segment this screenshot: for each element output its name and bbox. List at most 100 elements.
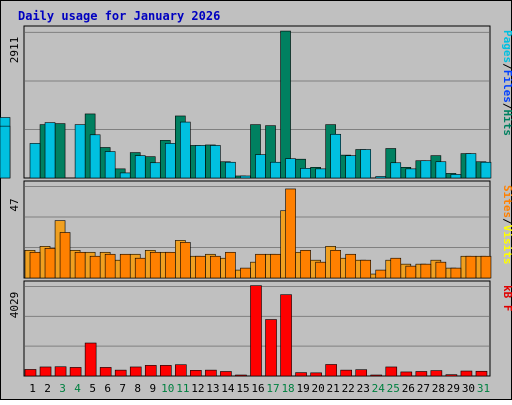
- bar-sites-day-31: [480, 255, 492, 279]
- bar-kb-f-day-16: [250, 285, 262, 377]
- legend-entry: kB F: [501, 285, 512, 312]
- bar-kb-f-day-15: [235, 374, 247, 377]
- bar-pages-day-4: [0, 125, 11, 179]
- bar-files-day-7: [119, 172, 131, 179]
- bar-files-day-11: [180, 121, 191, 179]
- bar-kb-f-day-28: [430, 370, 443, 377]
- bar-kb-f-day-7: [114, 369, 127, 377]
- day-label-3: 3: [59, 382, 66, 395]
- bar-sites-day-4: [74, 251, 86, 279]
- bar-files-day-10: [164, 143, 176, 179]
- bar-files-day-9: [149, 162, 161, 179]
- legend-entry: Sites: [501, 185, 512, 218]
- bar-kb-f-day-5: [84, 342, 97, 377]
- bar-kb-f-day-14: [220, 371, 232, 377]
- bar-files-day-12: [195, 145, 206, 179]
- bar-sites-day-23: [360, 259, 372, 279]
- bar-files-day-21: [330, 133, 341, 179]
- bar-kb-f-day-20: [310, 372, 322, 377]
- bar-sites-day-19: [300, 249, 311, 279]
- day-label-14: 14: [221, 382, 235, 395]
- day-label-23: 23: [357, 382, 370, 395]
- day-label-17: 17: [266, 382, 279, 395]
- bar-kb-f-day-8: [129, 366, 142, 377]
- day-label-13: 13: [206, 382, 219, 395]
- bar-sites-day-22: [345, 253, 356, 279]
- day-label-4: 4: [74, 382, 81, 395]
- day-label-29: 29: [447, 382, 460, 395]
- bar-files-day-28: [435, 161, 447, 179]
- bar-files-day-1: [29, 143, 41, 179]
- bar-kb-f-day-19: [295, 372, 307, 377]
- bar-sites-day-1: [29, 251, 41, 279]
- bar-files-day-30: [465, 153, 477, 179]
- bar-sites-day-13: [210, 255, 221, 279]
- legend-entry: /: [501, 218, 512, 225]
- bar-kb-f-day-9: [144, 365, 157, 377]
- bar-files-day-16: [255, 154, 266, 179]
- bar-files-day-31: [480, 161, 492, 179]
- bar-hits-day-3: [54, 123, 66, 179]
- day-label-27: 27: [417, 382, 430, 395]
- day-label-30: 30: [462, 382, 475, 395]
- day-label-15: 15: [236, 382, 249, 395]
- day-labels: 1 2 3 4 5 6 7 8 9 10 11 12 13 14 15 16 17 18 19 20 21 22 23 24 2…: [29, 382, 490, 395]
- panel-visits-sites: 47 Sites/Visits: [8, 180, 512, 279]
- bar-files-day-23: [360, 149, 372, 179]
- bar-files-day-2: [44, 122, 56, 179]
- day-label-9: 9: [149, 382, 156, 395]
- bar-sites-day-28: [435, 261, 447, 279]
- day-label-25: 25: [387, 382, 400, 395]
- day-label-31: 31: [477, 382, 490, 395]
- bar-kb-f-day-22: [340, 369, 352, 377]
- bar-kb-f-day-18: [280, 294, 292, 377]
- bar-files-day-18: [285, 158, 296, 179]
- bar-sites-day-3: [59, 232, 71, 279]
- bar-files-day-6: [104, 151, 116, 179]
- day-label-20: 20: [312, 382, 325, 395]
- legend-entry: Files: [501, 70, 512, 103]
- day-label-6: 6: [104, 382, 111, 395]
- bar-files-day-27: [420, 160, 432, 179]
- bar-sites-day-5: [89, 255, 101, 279]
- day-label-10: 10: [161, 382, 174, 395]
- bar-kb-f-day-21: [325, 364, 337, 377]
- bar-sites-day-8: [134, 257, 146, 279]
- legend-entry: /: [501, 63, 512, 70]
- bar-kb-f-day-17: [265, 319, 277, 377]
- bar-sites-day-27: [420, 263, 432, 279]
- bar-sites-day-16: [255, 253, 266, 279]
- bar-files-day-20: [315, 168, 326, 179]
- bar-kb-f-day-25: [385, 366, 398, 377]
- axis-max-label-hits-files-pages: 2911: [8, 37, 21, 64]
- bar-files-day-29: [450, 174, 462, 179]
- bar-kb-f-day-6: [99, 367, 112, 377]
- day-label-7: 7: [119, 382, 126, 395]
- axis-max-label-kbytes: 4029: [8, 292, 21, 319]
- day-label-16: 16: [251, 382, 264, 395]
- bar-sites-day-7: [119, 253, 131, 279]
- bar-files-day-22: [345, 155, 356, 179]
- day-label-28: 28: [432, 382, 445, 395]
- bar-sites-day-24: [375, 269, 387, 279]
- bar-sites-day-17: [270, 253, 281, 279]
- bar-kb-f-day-27: [415, 371, 428, 377]
- bar-hits-day-18: [280, 30, 291, 179]
- bar-files-day-5: [89, 134, 101, 179]
- bar-files-day-15: [240, 175, 251, 179]
- bar-files-day-4: [74, 124, 86, 179]
- bar-kb-f-day-1: [24, 369, 37, 377]
- bar-sites-day-18: [285, 188, 296, 279]
- legend-visits-sites: Sites/Visits: [501, 185, 512, 265]
- bar-sites-day-30: [465, 255, 477, 279]
- bar-sites-day-10: [164, 251, 176, 279]
- bar-sites-day-6: [104, 253, 116, 279]
- bar-sites-day-29: [450, 267, 462, 279]
- bar-kb-f-day-12: [190, 370, 202, 377]
- bar-sites-day-12: [195, 255, 206, 279]
- day-label-22: 22: [342, 382, 355, 395]
- panel-kbytes: 4029 kB F: [8, 280, 512, 377]
